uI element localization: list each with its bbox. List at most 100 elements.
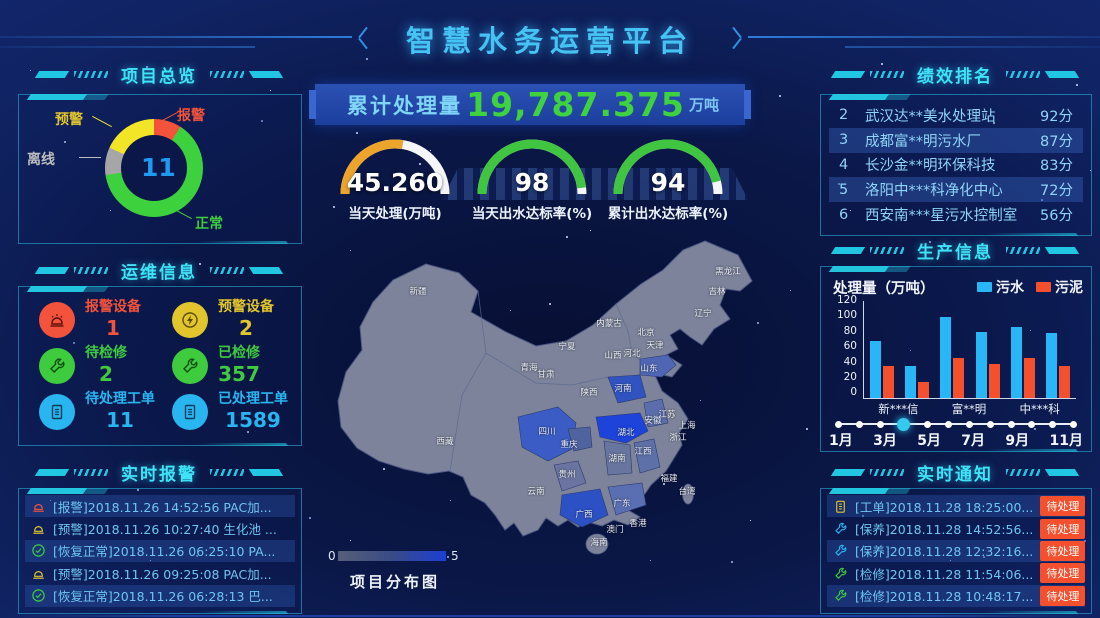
production-panel: 处理量（万吨） 污水 污泥 120 100 80 60 40 20 0 新***信 富**明中… bbox=[820, 266, 1092, 452]
wrench-icon bbox=[39, 348, 75, 384]
alarm-list-item[interactable]: [预警]2018.11.26 10:27:40 生化池 ... bbox=[25, 518, 295, 540]
stat-label: 预警设备 bbox=[218, 298, 274, 315]
map-region-hunan[interactable] bbox=[603, 440, 633, 476]
map-region-anhui[interactable] bbox=[643, 398, 669, 428]
notice-list-item[interactable]: [保养]2018.11.28 12:32:16... 待处理 bbox=[827, 539, 1085, 562]
province-label: 青海 bbox=[520, 363, 538, 373]
title-line-left-2 bbox=[0, 46, 255, 48]
stat-label: 已处理工单 bbox=[218, 390, 288, 407]
header-deco-right bbox=[1005, 468, 1080, 477]
alarm-text: [恢复正常]2018.11.26 06:25:10 PA... bbox=[53, 544, 276, 560]
donut-callout-line bbox=[172, 207, 192, 220]
map-region-guangxi[interactable] bbox=[559, 488, 609, 528]
overview-donut[interactable] bbox=[105, 119, 203, 217]
notices-heading: 实时通知 bbox=[820, 460, 1090, 485]
ops-panel: 报警设备 1 预警设备 2 待检修 2 已检修 357 待处理工单 11 bbox=[18, 286, 302, 446]
map-region-hainan[interactable] bbox=[585, 533, 609, 555]
bar-group[interactable] bbox=[940, 301, 965, 398]
alarm-text: [预警]2018.11.26 10:27:40 生化池 ... bbox=[53, 522, 277, 538]
china-map[interactable]: 新疆 黑龙江 吉林 辽宁 内蒙古 北京 天津 河北 山西 山东 河南 陕西 宁夏 甘肃 青海 西藏 四川 重庆 湖北… bbox=[310, 233, 770, 563]
rank-number: 6 bbox=[839, 206, 849, 223]
stat-label: 待处理工单 bbox=[85, 390, 155, 407]
bar-group[interactable] bbox=[1046, 301, 1071, 398]
ranking-row[interactable]: 3 成都富**明污水厂 87分 bbox=[829, 127, 1083, 153]
month-dot[interactable] bbox=[855, 420, 863, 428]
bar-污泥 bbox=[917, 381, 929, 398]
map-region-hubei[interactable] bbox=[595, 412, 649, 444]
stat-pending-maintenance: 待检修 2 bbox=[27, 343, 160, 389]
province-label: 云南 bbox=[527, 487, 545, 497]
bar-污水 bbox=[940, 317, 952, 398]
gauge-total-compliance: 94 累计出水达标率(%) bbox=[595, 136, 741, 228]
overview-heading: 项目总览 bbox=[18, 62, 300, 87]
alarm-list-item[interactable]: [恢复正常]2018.11.26 06:28:13 巴... bbox=[25, 584, 295, 607]
notice-text: [检修]2018.11.28 11:54:06... bbox=[855, 566, 1034, 582]
bar-污泥 bbox=[882, 365, 894, 398]
month-dot[interactable] bbox=[986, 420, 994, 428]
page-title: 智慧水务运营平台 bbox=[405, 24, 695, 58]
rank-name: 长沙金**明环保科技 bbox=[865, 158, 996, 175]
month-dot[interactable] bbox=[1007, 420, 1015, 428]
province-label: 澳门 bbox=[606, 525, 624, 535]
month-slider[interactable] bbox=[835, 417, 1077, 431]
ranking-row[interactable]: 2 武汉达**美水处理站 92分 bbox=[829, 103, 1083, 128]
chevron-right-icon bbox=[732, 26, 742, 39]
map-region-henan[interactable] bbox=[607, 374, 647, 404]
stat-value: 2 bbox=[239, 316, 253, 341]
header-deco-left bbox=[830, 246, 905, 255]
x-labels: 新***信 富**明 中***科 bbox=[878, 402, 1060, 416]
bar-group[interactable] bbox=[869, 301, 894, 398]
month-dot[interactable] bbox=[965, 420, 973, 428]
notice-text: [保养]2018.11.28 12:32:16... bbox=[855, 544, 1034, 560]
province-label: 安徽 bbox=[644, 416, 662, 426]
notice-list-item[interactable]: [检修]2018.11.28 10:48:17... 待处理 bbox=[827, 584, 1085, 607]
map-region-sichuan[interactable] bbox=[517, 406, 577, 462]
gauge-label: 当天出水达标率(%) bbox=[471, 206, 593, 222]
month-dot[interactable] bbox=[1028, 420, 1036, 428]
notice-list-item[interactable]: [工单]2018.11.28 18:25:00... 待处理 bbox=[827, 495, 1085, 518]
province-label: 黑龙江 bbox=[715, 267, 741, 277]
notice-list-item[interactable]: [保养]2018.11.28 14:52:56... 待处理 bbox=[827, 518, 1085, 540]
bar-group[interactable] bbox=[1010, 301, 1035, 398]
ranking-row[interactable]: 4 长沙金**明环保科技 83分 bbox=[829, 153, 1083, 178]
map-legend-gradient bbox=[338, 551, 446, 561]
month-dot[interactable] bbox=[945, 420, 953, 428]
month-labels: 1月 3月 5月 7月 9月 11月 bbox=[829, 433, 1083, 449]
province-label: 江苏 bbox=[658, 410, 676, 420]
province-label: 广西 bbox=[575, 510, 593, 520]
chevron-right-icon bbox=[732, 37, 742, 50]
alarm-text: [预警]2018.11.26 09:25:08 PAC加... bbox=[53, 566, 272, 582]
legend-item-sludge[interactable]: 污泥 bbox=[1036, 277, 1083, 297]
notice-text: [检修]2018.11.28 10:48:17... bbox=[855, 589, 1034, 605]
legend-item-sewage[interactable]: 污水 bbox=[977, 277, 1024, 297]
ranking-row[interactable]: 5 洛阳中***科净化中心 72分 bbox=[829, 177, 1083, 203]
map-region-jiangxi[interactable] bbox=[633, 438, 661, 474]
month-dot[interactable] bbox=[1049, 420, 1057, 428]
province-label: 江西 bbox=[634, 447, 652, 457]
map-region-guangdong[interactable] bbox=[607, 482, 647, 516]
header-deco-left bbox=[830, 70, 905, 79]
map-region-taiwan[interactable] bbox=[682, 483, 694, 505]
pending-badge: 待处理 bbox=[1040, 540, 1085, 561]
month-dot-active[interactable] bbox=[897, 417, 911, 431]
ranking-row[interactable]: 6 西安南***星污水控制室 56分 bbox=[829, 202, 1083, 227]
month-dot[interactable] bbox=[1069, 420, 1077, 428]
map-region-guizhou[interactable] bbox=[553, 460, 587, 492]
donut-label-alarm: 报警 bbox=[177, 108, 205, 124]
bar-plot bbox=[863, 301, 1076, 399]
province-label: 新疆 bbox=[409, 287, 427, 297]
header-deco-right bbox=[209, 70, 284, 79]
map-region-shandong[interactable] bbox=[639, 354, 677, 378]
month-dot[interactable] bbox=[835, 420, 842, 428]
month-dot[interactable] bbox=[924, 420, 932, 428]
alarm-list-item[interactable]: [报警]2018.11.26 14:52:56 PAC加... bbox=[25, 495, 295, 518]
bar-group[interactable] bbox=[975, 301, 1000, 398]
map-caption: 项目分布图 bbox=[350, 573, 441, 591]
notice-list-item[interactable]: [检修]2018.11.28 11:54:06... 待处理 bbox=[827, 562, 1085, 584]
alarm-list-item[interactable]: [恢复正常]2018.11.26 06:25:10 PA... bbox=[25, 539, 295, 562]
month-dot[interactable] bbox=[876, 420, 884, 428]
header-deco-right bbox=[209, 266, 284, 275]
bar-group[interactable] bbox=[904, 301, 929, 398]
map-region-chongqing[interactable] bbox=[567, 426, 593, 452]
alarm-list-item[interactable]: [预警]2018.11.26 09:25:08 PAC加... bbox=[25, 562, 295, 584]
